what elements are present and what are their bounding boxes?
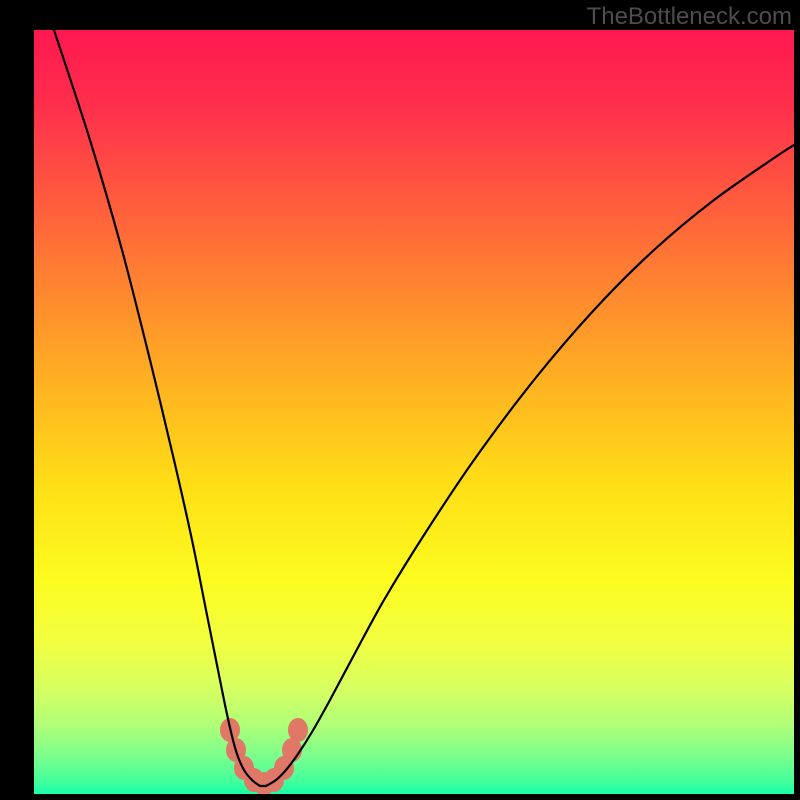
frame-bottom bbox=[0, 794, 800, 800]
curve-left-branch bbox=[54, 30, 260, 786]
curve-right-branch bbox=[266, 145, 794, 786]
watermark-text: TheBottleneck.com bbox=[587, 3, 792, 31]
bottleneck-curve bbox=[34, 30, 794, 794]
frame-right bbox=[794, 0, 800, 800]
frame-left bbox=[0, 0, 34, 800]
trough-marker bbox=[288, 718, 308, 742]
trough-markers bbox=[220, 718, 308, 794]
plot-area bbox=[34, 30, 794, 794]
